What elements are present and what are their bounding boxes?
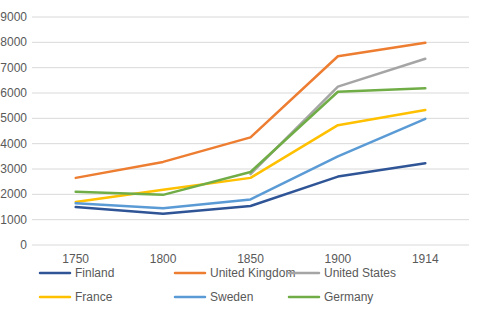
grid-line — [32, 42, 469, 43]
x-tick-label: 1900 — [325, 252, 352, 266]
x-tick-label: 1800 — [150, 252, 177, 266]
grid-line — [32, 118, 469, 119]
legend-swatch — [175, 272, 205, 275]
grid-line — [32, 194, 469, 195]
y-tick-label: 0 — [20, 238, 27, 252]
y-tick-label: 4000 — [0, 137, 27, 151]
y-tick-label: 5000 — [0, 111, 27, 125]
chart-container: 0 1000 2000 3000 4000 5000 6000 7000 8000 9000 175… — [0, 0, 500, 317]
grid-line — [32, 169, 469, 170]
legend-swatch — [40, 272, 70, 275]
x-tick-label: 1914 — [412, 252, 439, 266]
legend-label: United Kingdom — [210, 266, 295, 280]
grid-line — [32, 67, 469, 68]
grid-line — [32, 143, 469, 144]
legend-swatch — [175, 296, 205, 299]
lines — [76, 43, 426, 214]
chart: 0 1000 2000 3000 4000 5000 6000 7000 8000 9000 175… — [0, 0, 500, 317]
grid — [32, 17, 469, 245]
legend-label: Finland — [75, 266, 114, 280]
y-tick-label: 6000 — [0, 86, 27, 100]
grid-line — [32, 219, 469, 220]
legend-label: France — [75, 290, 113, 304]
x-tick-label: 1750 — [62, 252, 89, 266]
x-tick-label: 1850 — [237, 252, 264, 266]
legend-swatch — [289, 272, 319, 275]
grid-line — [32, 17, 469, 18]
series-line — [76, 88, 426, 195]
series-line — [76, 43, 426, 178]
y-tick-label: 8000 — [0, 35, 27, 49]
y-tick-label: 3000 — [0, 162, 27, 176]
y-tick-label: 1000 — [0, 213, 27, 227]
y-tick-label: 7000 — [0, 61, 27, 75]
legend-label: United States — [324, 266, 396, 280]
legend: Finland United Kingdom United States France… — [40, 266, 396, 304]
y-tick-label: 2000 — [0, 187, 27, 201]
series-line — [76, 110, 426, 202]
legend-label: Germany — [324, 290, 373, 304]
y-tick-label: 9000 — [0, 10, 27, 24]
legend-swatch — [289, 296, 319, 299]
legend-swatch — [40, 296, 70, 299]
grid-line — [32, 93, 469, 94]
legend-label: Sweden — [210, 290, 253, 304]
grid-line — [32, 245, 469, 246]
